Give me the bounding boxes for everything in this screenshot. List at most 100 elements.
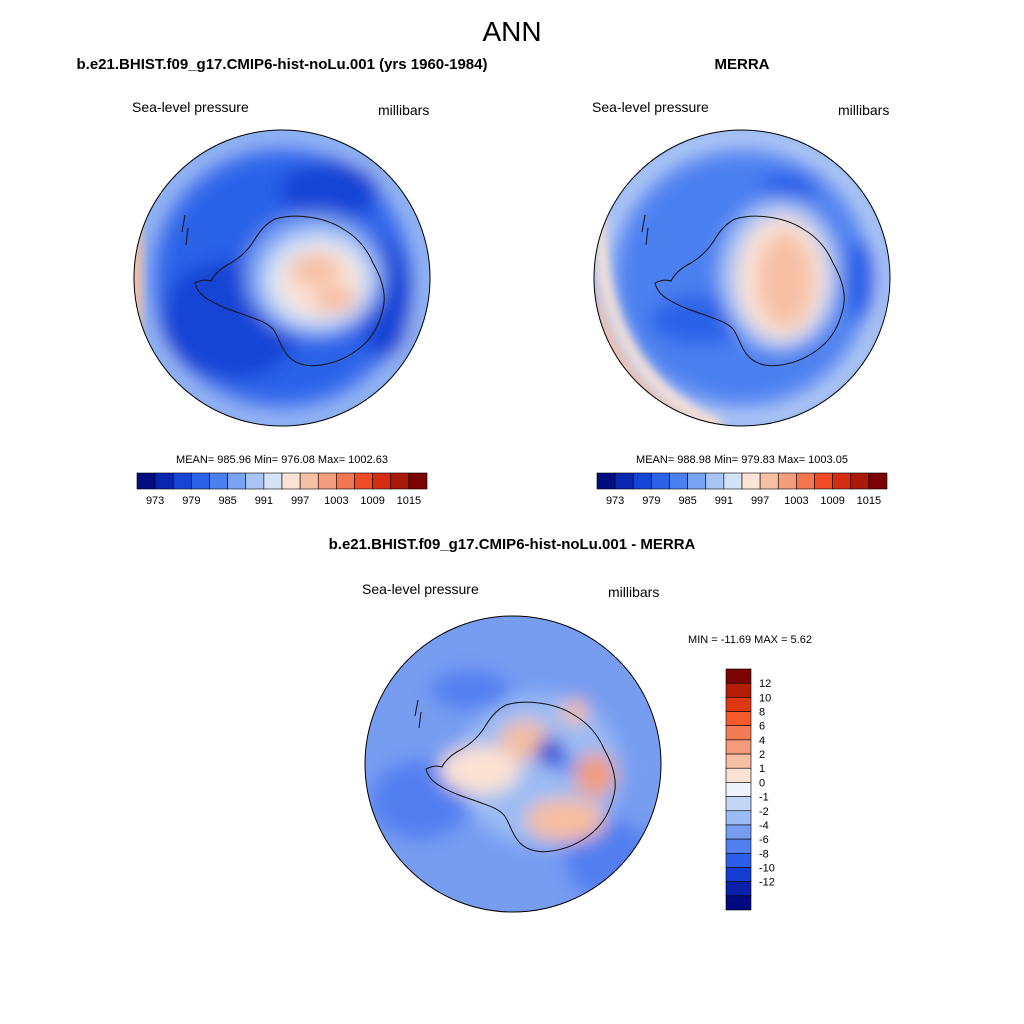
colorbar-swatch	[596, 472, 616, 490]
colorbar-swatch	[725, 796, 752, 812]
colorbar-tick-label: 1	[759, 763, 765, 775]
panel-merra-stats: MEAN= 988.98 Min= 979.83 Max= 1003.05	[636, 454, 848, 466]
colorbar-swatch	[191, 472, 210, 490]
colorbar-tick-label: -10	[759, 862, 775, 874]
colorbar-swatch	[814, 472, 833, 490]
colorbar-swatch	[632, 472, 652, 490]
colorbar-swatch	[725, 682, 752, 698]
panel-merra-map-border	[593, 129, 891, 427]
colorbar-swatch	[725, 767, 752, 783]
colorbar-swatch	[725, 852, 752, 868]
panel-merra-title: MERRA	[715, 56, 770, 73]
colorbar-tick-label: 985	[678, 495, 696, 507]
colorbar-tick-label: 0	[759, 777, 765, 789]
panel-merra: MERRA Sea-level pressure millibars	[592, 56, 891, 507]
colorbar-swatch	[868, 472, 888, 490]
colorbar-swatch	[136, 472, 156, 490]
colorbar-swatch	[725, 739, 752, 755]
colorbar-swatch	[850, 472, 870, 490]
colorbar-swatch	[725, 711, 752, 727]
colorbar-swatch	[725, 810, 752, 826]
colorbar-tick-label: 979	[642, 495, 660, 507]
colorbar-swatch	[209, 472, 228, 490]
colorbar-tick-label: 1003	[784, 495, 808, 507]
colorbar-swatch	[669, 472, 688, 490]
colorbar-tick-label: -2	[759, 806, 769, 818]
panel-model-map	[134, 130, 430, 426]
panel-difference-variable-label: Sea-level pressure	[362, 581, 479, 597]
panel-difference-map	[365, 616, 661, 912]
colorbar-swatch	[263, 472, 283, 490]
colorbar-tick-label: 1015	[857, 495, 881, 507]
colorbar-tick-label: 12	[759, 678, 771, 690]
colorbar-swatch	[614, 472, 634, 490]
colorbar-swatch	[832, 472, 852, 490]
colorbar-swatch	[408, 472, 428, 490]
colorbar-swatch	[725, 824, 752, 840]
colorbar-swatch	[245, 472, 265, 490]
colorbar-tick-label: -6	[759, 834, 769, 846]
colorbar-swatch	[372, 472, 392, 490]
colorbar-swatch	[705, 472, 725, 490]
colorbar-swatch	[725, 782, 752, 797]
panel-model-variable-label: Sea-level pressure	[132, 99, 249, 115]
panel-difference-map-border	[364, 615, 662, 913]
panel-model-map-border	[133, 129, 431, 427]
colorbar-swatch	[759, 472, 779, 490]
colorbar-tick-label: 8	[759, 707, 765, 719]
panel-merra-units-label: millibars	[838, 102, 889, 118]
panel-merra-map	[594, 130, 890, 426]
panel-model: b.e21.BHIST.f09_g17.CMIP6-hist-noLu.001 …	[77, 56, 488, 507]
colorbar-tick-label: 2	[759, 749, 765, 761]
colorbar-swatch	[281, 472, 301, 490]
colorbar-swatch	[336, 472, 355, 490]
colorbar-swatch	[651, 472, 670, 490]
colorbar-swatch	[725, 668, 752, 684]
colorbar-tick-label: -12	[759, 877, 775, 889]
colorbar-swatch	[725, 881, 752, 897]
colorbar-tick-label: 973	[606, 495, 624, 507]
colorbar-swatch	[723, 472, 743, 490]
colorbar-swatch	[725, 838, 752, 854]
colorbar-tick-label: 1003	[324, 495, 348, 507]
panel-difference: b.e21.BHIST.f09_g17.CMIP6-hist-noLu.001 …	[329, 536, 812, 913]
colorbar-swatch	[172, 472, 192, 490]
panel-difference-stats: MIN = -11.69 MAX = 5.62	[688, 634, 812, 646]
colorbar-swatch	[227, 472, 247, 490]
colorbar-swatch	[725, 753, 752, 769]
colorbar-tick-label: 997	[291, 495, 309, 507]
figure-title: ANN	[482, 16, 541, 47]
colorbar-swatch	[390, 472, 410, 490]
colorbar-swatch	[299, 472, 319, 490]
colorbar-tick-label: 1009	[820, 495, 844, 507]
panel-merra-colorbar: 973 979 985 991 997 1003 1009 1015	[596, 472, 888, 507]
colorbar-swatch	[796, 472, 815, 490]
panel-model-units-label: millibars	[378, 102, 429, 118]
panel-difference-title: b.e21.BHIST.f09_g17.CMIP6-hist-noLu.001 …	[329, 536, 696, 553]
colorbar-swatch	[154, 472, 174, 490]
colorbar-tick-label: -8	[759, 848, 769, 860]
colorbar-tick-label: -4	[759, 820, 769, 832]
panel-model-stats: MEAN= 985.96 Min= 976.08 Max= 1002.63	[176, 454, 388, 466]
colorbar-tick-label: 997	[751, 495, 769, 507]
colorbar-tick-label: 6	[759, 721, 765, 733]
colorbar-tick-label: 973	[146, 495, 164, 507]
colorbar-tick-label: 979	[182, 495, 200, 507]
panel-model-colorbar: 973 979 985 991 997 1003 1009 1015	[136, 472, 428, 507]
colorbar-tick-label: 4	[759, 735, 765, 747]
colorbar-tick-label: 991	[255, 495, 273, 507]
colorbar-tick-label: -1	[759, 792, 769, 804]
colorbar-swatch	[317, 472, 337, 490]
colorbar-tick-label: 1015	[397, 495, 421, 507]
panel-merra-variable-label: Sea-level pressure	[592, 99, 709, 115]
colorbar-tick-label: 985	[218, 495, 236, 507]
panel-model-title: b.e21.BHIST.f09_g17.CMIP6-hist-noLu.001 …	[77, 56, 488, 73]
panel-difference-units-label: millibars	[608, 584, 659, 600]
colorbar-tick-label: 991	[715, 495, 733, 507]
colorbar-swatch	[741, 472, 761, 490]
colorbar-swatch	[725, 895, 752, 911]
colorbar-swatch	[725, 697, 752, 712]
colorbar-swatch	[725, 867, 752, 882]
